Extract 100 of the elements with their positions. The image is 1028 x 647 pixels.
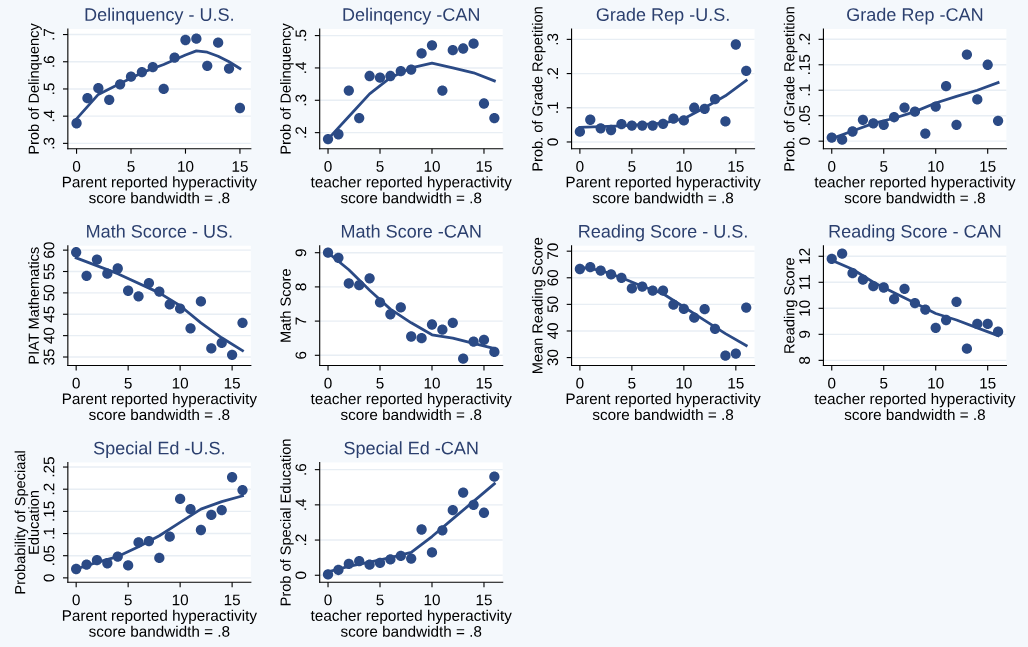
y-tick-label: 60 bbox=[547, 269, 559, 286]
point bbox=[102, 268, 113, 279]
point bbox=[647, 285, 658, 296]
y-axis-title: Math Score bbox=[280, 269, 291, 342]
point bbox=[426, 319, 438, 330]
point bbox=[143, 535, 155, 547]
y-tick-label: 8 bbox=[799, 356, 810, 364]
point bbox=[909, 297, 921, 309]
x-tick-label: 15 bbox=[224, 377, 240, 389]
y-tick-label: 6 bbox=[295, 351, 307, 359]
y-tick-label: 9 bbox=[799, 330, 810, 338]
chart-title: Special Ed -U.S. bbox=[93, 441, 224, 459]
y-axis-title: PIAT Mathematics bbox=[28, 247, 39, 364]
x-tick-label: 0 bbox=[72, 161, 81, 172]
x-tick-label: 10 bbox=[928, 377, 944, 389]
point bbox=[234, 102, 246, 114]
point bbox=[920, 128, 931, 139]
y-axis-title: Reading Score bbox=[783, 258, 798, 353]
point bbox=[169, 52, 180, 63]
x-tick-label: 0 bbox=[576, 161, 584, 172]
x-axis-title: Parent reported hyperactivity score bandwidth = .8 bbox=[62, 609, 257, 637]
point bbox=[164, 531, 175, 542]
point bbox=[826, 132, 837, 143]
point bbox=[343, 278, 354, 289]
point bbox=[374, 557, 386, 569]
point bbox=[114, 79, 126, 90]
point bbox=[91, 254, 103, 265]
point bbox=[71, 247, 82, 258]
point bbox=[741, 302, 752, 313]
point bbox=[626, 283, 638, 294]
x-tick-label: 0 bbox=[828, 377, 836, 389]
y-tick-label: .15 bbox=[43, 501, 55, 521]
point bbox=[489, 346, 500, 358]
point bbox=[468, 336, 479, 347]
y-tick-label: 30 bbox=[547, 349, 559, 366]
y-tick-label: .15 bbox=[799, 54, 810, 74]
y-tick-label: .5 bbox=[295, 29, 307, 41]
point bbox=[333, 252, 344, 263]
point bbox=[112, 551, 123, 562]
x-tick-label: 0 bbox=[72, 377, 80, 389]
x-tick-label: 15 bbox=[476, 161, 492, 172]
point bbox=[585, 261, 596, 273]
chart-title: Reading Score - CAN bbox=[829, 224, 1001, 242]
x-tick-label: 5 bbox=[880, 161, 888, 172]
y-tick-label: .3 bbox=[547, 33, 559, 45]
point bbox=[992, 115, 1004, 126]
point bbox=[972, 318, 983, 330]
y-axis-title: Prob of Delinquency bbox=[280, 23, 294, 154]
x-tick-label: 5 bbox=[124, 594, 132, 606]
point bbox=[668, 299, 679, 310]
point bbox=[354, 112, 365, 124]
x-tick-label: 10 bbox=[928, 161, 944, 172]
point bbox=[136, 66, 148, 78]
y-tick-label: .1 bbox=[799, 84, 810, 96]
point bbox=[458, 43, 469, 54]
y-tick-label: 10 bbox=[799, 300, 810, 316]
point bbox=[720, 350, 731, 361]
point bbox=[489, 471, 500, 482]
x-tick-label: 10 bbox=[178, 161, 194, 172]
point bbox=[364, 70, 375, 82]
point bbox=[406, 553, 417, 564]
point bbox=[689, 312, 700, 323]
chart-title: Reading Score - U.S. bbox=[579, 224, 747, 242]
point bbox=[437, 324, 448, 335]
point bbox=[826, 253, 837, 265]
point bbox=[437, 85, 448, 96]
point bbox=[489, 112, 500, 124]
y-tick-label: 40 bbox=[547, 323, 559, 340]
y-axis-title: Probability of Speciaal Education bbox=[14, 451, 39, 594]
point bbox=[406, 331, 417, 342]
y-tick-label: .2 bbox=[547, 67, 558, 79]
point bbox=[574, 126, 586, 137]
point bbox=[343, 85, 354, 96]
point bbox=[668, 113, 679, 124]
y-tick-label: .3 bbox=[43, 137, 55, 149]
x-tick-label: 0 bbox=[828, 161, 836, 172]
point bbox=[447, 44, 458, 56]
point bbox=[81, 270, 92, 281]
y-axis-title: Mean Reading Score bbox=[531, 237, 546, 374]
chart-title: Special Ed -CAN bbox=[344, 441, 478, 459]
point bbox=[82, 93, 93, 104]
point bbox=[416, 524, 427, 535]
point bbox=[426, 40, 438, 51]
x-tick-label: 5 bbox=[880, 377, 888, 389]
point bbox=[857, 274, 869, 285]
point bbox=[206, 343, 217, 354]
point bbox=[343, 558, 354, 569]
y-tick-label: 8 bbox=[295, 283, 307, 291]
point bbox=[836, 248, 848, 259]
point bbox=[836, 134, 848, 145]
point bbox=[385, 554, 396, 565]
point bbox=[909, 106, 921, 117]
point bbox=[164, 299, 175, 310]
y-tick-label: .5 bbox=[43, 83, 55, 94]
y-tick-label: .2 bbox=[43, 483, 55, 495]
x-axis-title: Parent reported hyperactivity score bandwidth = .8 bbox=[566, 392, 761, 421]
point bbox=[123, 560, 134, 571]
point bbox=[354, 556, 365, 567]
point bbox=[657, 285, 669, 296]
y-tick-label: 11 bbox=[799, 275, 810, 290]
